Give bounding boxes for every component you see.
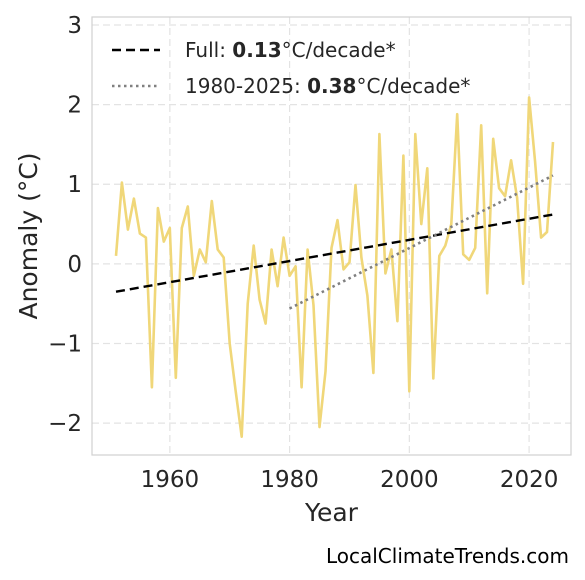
plot-area — [114, 96, 555, 439]
legend-unit: °C/decade* — [282, 38, 396, 62]
legend-label: Full: — [185, 38, 232, 62]
legend-value: 0.38 — [307, 74, 356, 98]
legend-unit: °C/decade* — [356, 74, 470, 98]
x-tick-label: 1960 — [141, 467, 200, 493]
y-tick-label: 1 — [67, 172, 82, 198]
x-tick-label: 2000 — [380, 467, 439, 493]
y-tick-label: 3 — [67, 13, 82, 39]
plot-frame — [91, 16, 572, 456]
legend: Full: 0.13°C/decade*1980-2025: 0.38°C/de… — [112, 38, 470, 98]
source-credit: LocalClimateTrends.com — [325, 544, 569, 568]
legend-label: 1980-2025: — [185, 74, 307, 98]
legend-entry: 1980-2025: 0.38°C/decade* — [185, 74, 470, 98]
full-trend-line — [115, 213, 554, 293]
y-tick-label: −2 — [48, 411, 82, 437]
recent-trend-line — [289, 174, 554, 310]
x-axis-label: Year — [304, 498, 359, 527]
anomaly-series-line — [114, 96, 555, 439]
y-axis-label: Anomaly (°C) — [14, 152, 43, 319]
y-tick-label: −1 — [48, 332, 82, 358]
y-tick-label: 0 — [67, 252, 82, 278]
legend-value: 0.13 — [232, 38, 281, 62]
x-tick-label: 2020 — [500, 467, 559, 493]
x-tick-label: 1980 — [260, 467, 319, 493]
y-tick-label: 2 — [67, 93, 82, 119]
legend-entry: Full: 0.13°C/decade* — [185, 38, 396, 62]
tick-labels: 1960 1980 2000 2020 3 2 1 0 −1 −2 — [48, 13, 558, 493]
